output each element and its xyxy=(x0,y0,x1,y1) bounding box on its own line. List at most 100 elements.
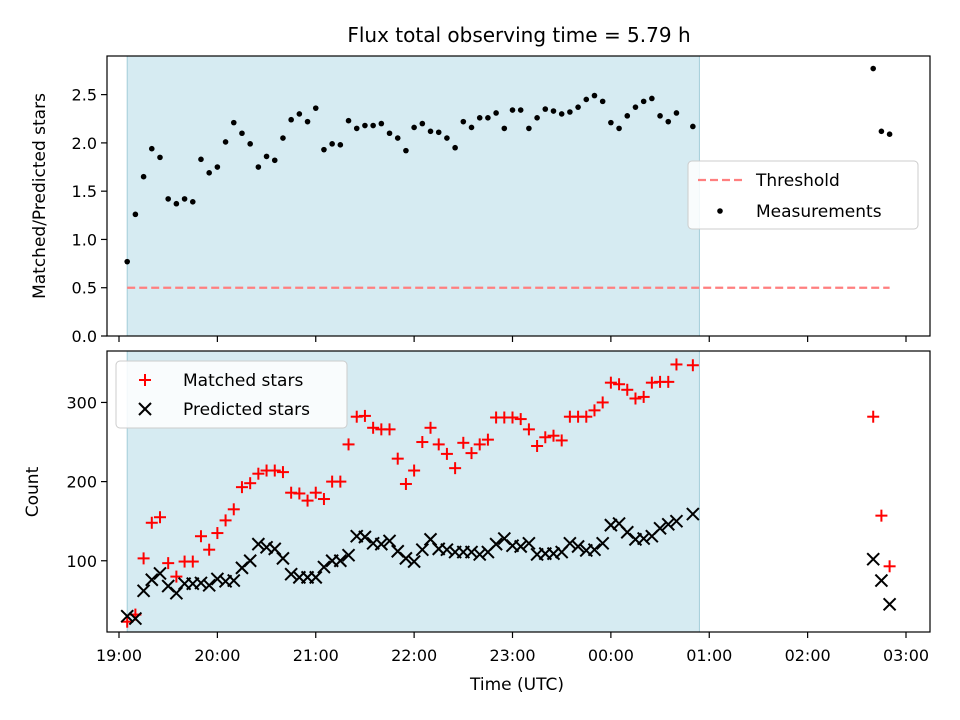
predicted-star-point xyxy=(145,573,159,587)
bottom-y-axis-label: Count xyxy=(23,466,43,517)
predicted-star-point xyxy=(571,539,585,554)
legend-threshold-label: Threshold xyxy=(755,171,840,191)
predicted-star-point xyxy=(399,551,413,566)
predicted-star-point xyxy=(210,572,225,586)
measurement-point xyxy=(468,124,475,131)
matched-star-point xyxy=(276,466,289,479)
predicted-star-point xyxy=(333,554,348,568)
matched-star-point xyxy=(211,527,224,540)
matched-star-point xyxy=(309,486,322,499)
matched-star-point xyxy=(244,477,257,490)
predicted-star-point xyxy=(317,560,331,574)
top-y-tick-label: 2.5 xyxy=(72,86,97,105)
predicted-star-point xyxy=(284,567,298,581)
x-tick-label: 01:00 xyxy=(686,646,732,665)
predicted-star-point xyxy=(440,542,454,557)
matched-star-point xyxy=(153,511,166,524)
measurement-point xyxy=(624,113,631,119)
matched-star-point xyxy=(416,436,429,449)
x-tick-label: 22:00 xyxy=(391,646,437,665)
predicted-star-point xyxy=(686,507,700,521)
measurement-point xyxy=(263,153,270,160)
matched-star-point xyxy=(440,447,453,460)
measurement-point xyxy=(411,124,417,131)
predicted-star-point xyxy=(489,537,503,551)
matched-star-point xyxy=(449,462,462,475)
bottom-y-tick-label: 200 xyxy=(66,473,97,492)
x-tick-label: 02:00 xyxy=(785,646,831,665)
predicted-star-point xyxy=(522,536,536,551)
matched-star-point xyxy=(399,477,412,490)
measurement-point xyxy=(640,98,647,105)
matched-star-point xyxy=(391,452,404,465)
measurement-point xyxy=(222,139,229,145)
measurement-point xyxy=(239,130,245,137)
predicted-star-point xyxy=(341,548,356,562)
measurement-point xyxy=(403,147,409,154)
matched-star-point xyxy=(867,410,880,423)
measurement-point xyxy=(460,118,467,125)
matched-star-point xyxy=(539,431,552,444)
matched-star-point xyxy=(875,509,888,522)
measurement-point xyxy=(485,114,491,121)
measurement-point xyxy=(206,170,212,176)
matched-star-point xyxy=(481,433,494,446)
top-plot-frame xyxy=(106,55,931,337)
matched-star-point xyxy=(686,359,699,372)
top-y-axis-label: Matched/Predicted stars xyxy=(30,93,50,299)
matched-star-point xyxy=(613,378,626,391)
predicted-star-point xyxy=(874,573,889,588)
bottom-panel: 100 200 300 19:00 20:00 21:00 22:00 23:00 00:00… xyxy=(23,350,931,695)
measurement-point xyxy=(427,128,434,135)
measurement-point xyxy=(476,114,483,121)
measurement-point xyxy=(173,200,180,207)
top-y-tick-label: 2.0 xyxy=(72,134,97,153)
measurement-point xyxy=(517,107,524,113)
measurement-point xyxy=(657,113,663,119)
top-shaded-region xyxy=(126,55,700,337)
top-y-tick-label: 0.0 xyxy=(72,327,97,346)
matched-star-point xyxy=(629,392,642,405)
measurement-point xyxy=(870,65,877,72)
measurement-point xyxy=(394,135,401,141)
predicted-star-point xyxy=(358,530,372,544)
matched-star-point xyxy=(227,503,240,516)
matched-star-point xyxy=(162,557,175,570)
measurement-point xyxy=(599,98,606,105)
measurement-point xyxy=(673,110,680,116)
predicted-star-point xyxy=(194,576,208,590)
matched-star-point xyxy=(588,404,601,417)
x-tick-label: 23:00 xyxy=(489,646,535,665)
measurement-point xyxy=(616,125,622,132)
predicted-star-point xyxy=(374,537,389,551)
measurement-point xyxy=(230,119,237,126)
matched-star-point xyxy=(317,493,330,506)
matched-star-point xyxy=(219,514,232,527)
measurement-point xyxy=(444,135,450,141)
matched-star-point xyxy=(358,409,371,422)
measurement-point xyxy=(501,125,508,132)
legend-matched-label: Matched stars xyxy=(183,371,303,391)
measurement-point xyxy=(189,198,196,205)
measurement-point xyxy=(370,122,376,129)
bottom-legend: Matched stars Predicted stars xyxy=(115,360,348,429)
predicted-star-point xyxy=(866,552,880,566)
matched-star-point xyxy=(580,410,593,423)
measurement-point xyxy=(452,144,458,151)
predicted-star-point xyxy=(407,554,421,569)
matched-star-point xyxy=(555,434,568,447)
measurement-point xyxy=(386,130,393,137)
legend-matched-swatch xyxy=(139,374,151,386)
legend-measurements-label: Measurements xyxy=(756,202,882,222)
top-legend: Threshold Measurements xyxy=(687,160,919,230)
top-panel: 0.0 0.5 1.0 1.5 2.0 2.5 Matched/Predicted sta… xyxy=(30,55,931,346)
measurement-point xyxy=(345,117,352,124)
predicted-star-point xyxy=(309,570,323,585)
top-legend-box xyxy=(687,160,919,230)
predicted-star-point xyxy=(243,554,257,568)
predicted-star-point xyxy=(587,542,602,557)
measurement-point xyxy=(878,128,885,135)
measurement-point xyxy=(886,131,893,138)
matched-star-point xyxy=(662,375,675,388)
measurement-point xyxy=(124,258,130,265)
